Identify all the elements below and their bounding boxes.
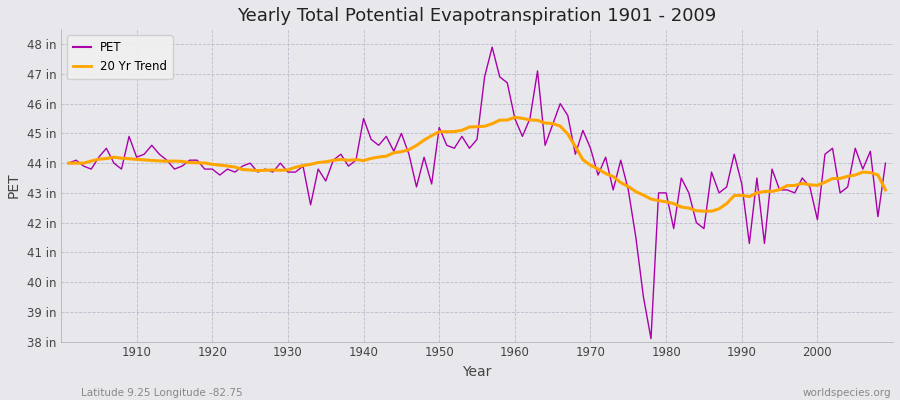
Legend: PET, 20 Yr Trend: PET, 20 Yr Trend (67, 35, 173, 79)
X-axis label: Year: Year (463, 365, 491, 379)
Y-axis label: PET: PET (7, 173, 21, 198)
Text: worldspecies.org: worldspecies.org (803, 388, 891, 398)
Title: Yearly Total Potential Evapotranspiration 1901 - 2009: Yearly Total Potential Evapotranspiratio… (238, 7, 716, 25)
Text: Latitude 9.25 Longitude -82.75: Latitude 9.25 Longitude -82.75 (81, 388, 243, 398)
